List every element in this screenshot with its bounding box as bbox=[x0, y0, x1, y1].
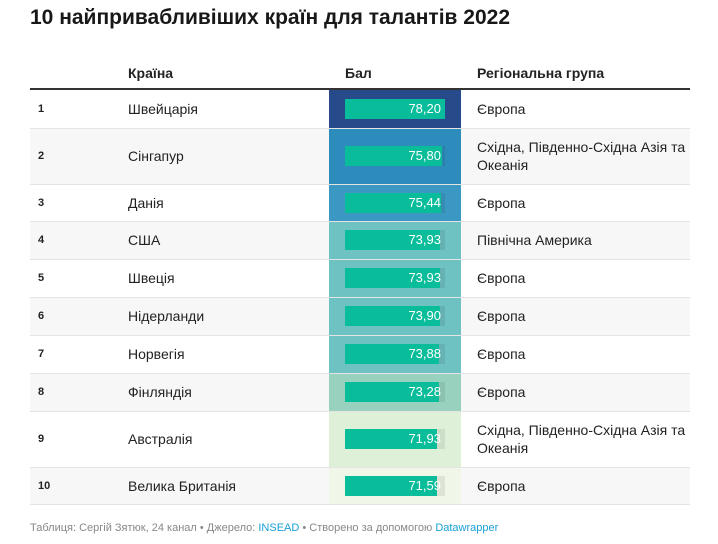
region: Східна, Південно-Східна Азія та Океанія bbox=[461, 128, 690, 185]
source-label: Джерело: bbox=[206, 522, 259, 534]
separator: • bbox=[196, 522, 207, 534]
rank: 9 bbox=[30, 411, 128, 468]
score-cell: 73,93 bbox=[329, 259, 461, 298]
region-header[interactable]: Регіональна група bbox=[461, 58, 690, 90]
score-bar bbox=[345, 98, 445, 119]
score-value: 71,93 bbox=[408, 431, 441, 446]
country: Данія bbox=[128, 184, 329, 222]
score-bar-track: 78,20 bbox=[345, 98, 445, 119]
separator: • bbox=[299, 522, 310, 534]
score-bar bbox=[345, 382, 439, 402]
score-bar bbox=[345, 306, 440, 326]
region: Європа bbox=[461, 259, 690, 298]
region: Північна Америка bbox=[461, 221, 690, 260]
footer-credit: Таблиця: Сергій Зятюк, 24 канал bbox=[30, 522, 197, 534]
region: Європа bbox=[461, 89, 690, 129]
source-link[interactable]: INSEAD bbox=[258, 522, 300, 534]
table-row: 9 Австралія 71,93 Східна, Південно-Східн… bbox=[30, 411, 690, 468]
region: Східна, Південно-Східна Азія та Океанія bbox=[461, 411, 690, 468]
score-value: 73,93 bbox=[408, 232, 441, 247]
score-cell: 75,80 bbox=[329, 128, 461, 185]
datawrapper-link[interactable]: Datawrapper bbox=[435, 522, 499, 534]
country: Норвегія bbox=[128, 335, 329, 374]
score-bar-track: 73,88 bbox=[345, 344, 445, 364]
score-header[interactable]: Бал bbox=[329, 58, 461, 90]
rank: 6 bbox=[30, 297, 128, 336]
footer: Таблиця: Сергій Зятюк, 24 канал • Джерел… bbox=[30, 522, 498, 534]
country: Сінгапур bbox=[128, 128, 329, 185]
score-bar bbox=[345, 268, 440, 288]
score-value: 73,93 bbox=[408, 270, 441, 285]
rank: 4 bbox=[30, 221, 128, 260]
score-bar bbox=[345, 146, 442, 166]
score-value: 78,20 bbox=[408, 100, 441, 116]
ranking-table: Країна Бал Регіональна група 1 Швейцарія… bbox=[30, 58, 690, 505]
rank: 5 bbox=[30, 259, 128, 298]
score-bar bbox=[345, 230, 440, 250]
table-row: 8 Фінляндія 73,28 Європа bbox=[30, 373, 690, 412]
country: Фінляндія bbox=[128, 373, 329, 412]
score-bar-track: 73,93 bbox=[345, 268, 445, 288]
rank: 8 bbox=[30, 373, 128, 412]
score-bar-track: 73,90 bbox=[345, 306, 445, 326]
region: Європа bbox=[461, 184, 690, 222]
table-row: 6 Нідерланди 73,90 Європа bbox=[30, 297, 690, 336]
page-title: 10 найпривабливіших країн для талантів 2… bbox=[30, 6, 511, 29]
region: Європа bbox=[461, 297, 690, 336]
rank: 2 bbox=[30, 128, 128, 185]
country: Австралія bbox=[128, 411, 329, 468]
rank-header bbox=[30, 58, 128, 90]
table-row: 10 Велика Британія 71,59 Європа bbox=[30, 467, 690, 505]
score-cell: 73,88 bbox=[329, 335, 461, 374]
score-bar bbox=[345, 344, 440, 364]
score-value: 75,44 bbox=[408, 194, 441, 210]
rank: 10 bbox=[30, 467, 128, 505]
table-row: 3 Данія 75,44 Європа bbox=[30, 184, 690, 222]
score-value: 73,28 bbox=[408, 384, 441, 399]
made-with-label: Створено за допомогою bbox=[309, 522, 436, 534]
score-bar bbox=[345, 475, 437, 496]
rank: 3 bbox=[30, 184, 128, 222]
score-bar bbox=[345, 429, 437, 449]
score-bar-track: 73,28 bbox=[345, 382, 445, 402]
score-bar-track: 71,93 bbox=[345, 429, 445, 449]
country: США bbox=[128, 221, 329, 260]
score-cell: 73,28 bbox=[329, 373, 461, 412]
rank: 1 bbox=[30, 89, 128, 129]
table-row: 1 Швейцарія 78,20 Європа bbox=[30, 89, 690, 129]
region: Європа bbox=[461, 335, 690, 374]
score-cell: 73,90 bbox=[329, 297, 461, 336]
score-value: 73,90 bbox=[408, 308, 441, 323]
rank: 7 bbox=[30, 335, 128, 374]
table-row: 7 Норвегія 73,88 Європа bbox=[30, 335, 690, 374]
country: Швейцарія bbox=[128, 89, 329, 129]
score-cell: 71,93 bbox=[329, 411, 461, 468]
score-cell: 73,93 bbox=[329, 221, 461, 260]
score-value: 71,59 bbox=[408, 477, 441, 493]
score-value: 75,80 bbox=[408, 148, 441, 163]
score-bar-track: 75,80 bbox=[345, 146, 445, 166]
region: Європа bbox=[461, 373, 690, 412]
score-cell: 78,20 bbox=[329, 89, 461, 129]
score-cell: 71,59 bbox=[329, 467, 461, 505]
score-bar-track: 73,93 bbox=[345, 230, 445, 250]
region: Європа bbox=[461, 467, 690, 505]
score-value: 73,88 bbox=[408, 346, 441, 361]
table-row: 2 Сінгапур 75,80 Східна, Південно-Східна… bbox=[30, 128, 690, 185]
country: Велика Британія bbox=[128, 467, 329, 505]
score-bar-track: 71,59 bbox=[345, 475, 445, 496]
country-header[interactable]: Країна bbox=[128, 58, 329, 90]
score-cell: 75,44 bbox=[329, 184, 461, 222]
country: Швеція bbox=[128, 259, 329, 298]
score-bar bbox=[345, 192, 442, 213]
table-row: 4 США 73,93 Північна Америка bbox=[30, 221, 690, 260]
score-bar-track: 75,44 bbox=[345, 192, 445, 213]
table-row: 5 Швеція 73,93 Європа bbox=[30, 259, 690, 298]
country: Нідерланди bbox=[128, 297, 329, 336]
